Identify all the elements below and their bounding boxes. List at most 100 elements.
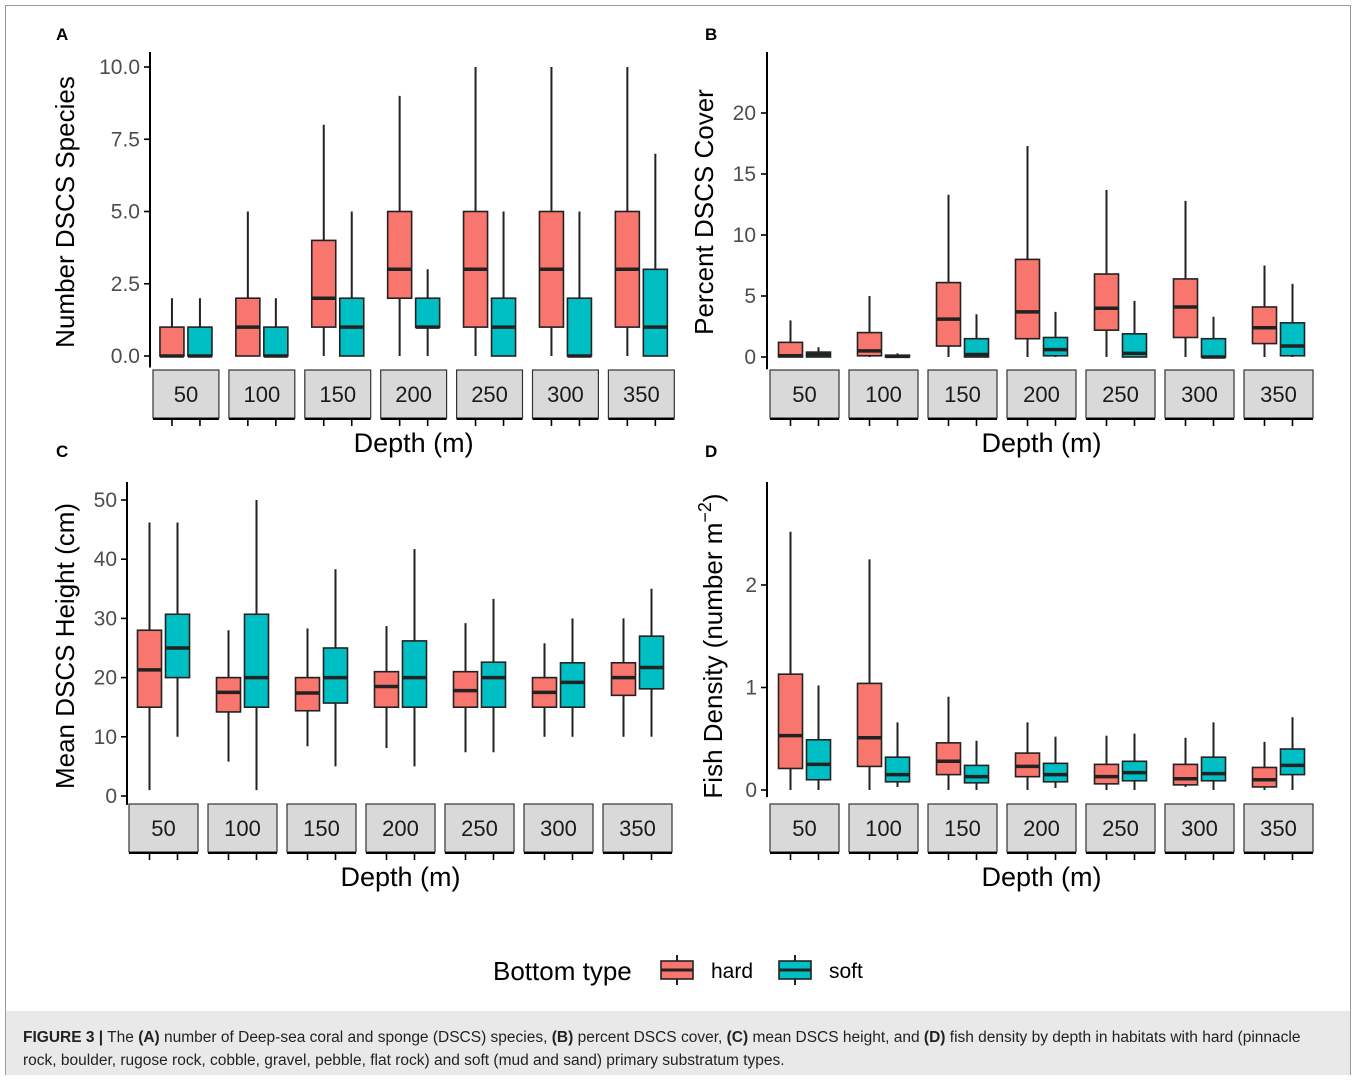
facet-strip-label: 200 — [1023, 382, 1060, 407]
x-axis-title: Depth (m) — [340, 862, 460, 892]
y-tick-label: 5 — [744, 285, 756, 308]
box-hard — [1093, 763, 1120, 785]
facet-strip — [1243, 803, 1314, 853]
facet-strip-label: 250 — [471, 382, 508, 407]
y-axis-title: Mean DSCS Height (cm) — [50, 503, 80, 789]
facet-strip-label: 350 — [619, 816, 656, 841]
facet-strip-label: 200 — [382, 816, 419, 841]
facet-strip-label: 250 — [1102, 382, 1139, 407]
box-soft — [1200, 337, 1227, 358]
box-hard — [1251, 766, 1278, 788]
y-tick-label: 2 — [745, 574, 757, 597]
facet-strip — [286, 803, 357, 853]
facet-strip — [1006, 369, 1077, 419]
panel-d: D 0 1 2 Fish Density (number m−2) 50 100 150 200… — [695, 442, 1314, 892]
facet-strip-label: 100 — [865, 382, 902, 407]
box-soft — [884, 756, 911, 783]
y-tick-label: 15 — [733, 163, 756, 186]
facet-strip-label: 50 — [792, 382, 816, 407]
legend-item-hard: hard — [711, 960, 753, 983]
y-tick-label: 1 — [745, 677, 757, 700]
y-tick-label: 0 — [744, 346, 756, 369]
facet-strip — [365, 803, 436, 853]
facet-strip-label: 150 — [303, 816, 340, 841]
y-tick-label: 0 — [105, 785, 117, 808]
y-axis-title: Fish Density (number m−2) — [695, 493, 728, 798]
legend-item-soft: soft — [829, 960, 863, 983]
facet-strip — [207, 803, 278, 853]
box-soft — [963, 764, 990, 784]
box-soft — [638, 635, 665, 690]
facet-strip — [152, 369, 220, 419]
box-soft — [263, 326, 289, 357]
facet-strip-label: 50 — [792, 816, 816, 841]
facet-strip — [1085, 803, 1156, 853]
facet-strip-label: 350 — [1260, 382, 1297, 407]
box-hard — [935, 742, 962, 776]
box-hard — [1172, 763, 1199, 786]
caption-text: The (A) number of Deep-sea coral and spo… — [23, 1029, 1300, 1069]
x-axis-title: Depth (m) — [354, 428, 474, 458]
figure-frame — [5, 5, 1351, 1075]
facet-strip-label: 250 — [1102, 816, 1139, 841]
y-tick-label: 20 — [733, 102, 756, 125]
box-soft — [1042, 336, 1069, 357]
box-soft — [243, 613, 270, 708]
facet-strip-label: 50 — [151, 816, 175, 841]
facet-strip — [228, 369, 296, 419]
facet-strip-label: 250 — [461, 816, 498, 841]
box-hard — [1251, 306, 1278, 345]
box-hard — [1014, 258, 1041, 340]
y-tick-label: 5.0 — [111, 201, 140, 224]
x-axis-title: Depth (m) — [981, 862, 1101, 892]
facet-strip — [128, 803, 199, 853]
caption-text-part: The — [103, 1029, 139, 1046]
box-hard — [856, 682, 883, 768]
box-soft — [322, 647, 349, 704]
facet-strip — [456, 369, 524, 419]
y-tick-label: 30 — [94, 607, 117, 630]
y-tick-label: 0.0 — [111, 345, 140, 368]
box-soft — [187, 326, 213, 357]
facet-strip-label: 300 — [1181, 816, 1218, 841]
facet-strip — [304, 369, 372, 419]
box-soft — [566, 297, 593, 357]
facet-strip-label: 50 — [174, 382, 198, 407]
box-soft — [963, 337, 990, 358]
caption-panel-ref: (B) — [551, 1029, 574, 1046]
box-hard — [935, 281, 962, 347]
box-soft — [164, 613, 191, 679]
panel-tag: A — [56, 25, 68, 44]
facet-strip — [607, 369, 675, 419]
x-axis-title: Depth (m) — [981, 428, 1101, 458]
facet-strip-label: 100 — [224, 816, 261, 841]
facet-strip — [927, 369, 998, 419]
y-tick-label: 10 — [733, 224, 756, 247]
panel-c: C 0 10 20 30 40 50 Mean DSCS Height (cm) 50 100 15… — [50, 442, 673, 892]
box-soft — [559, 661, 586, 708]
box-soft — [1279, 322, 1306, 357]
facet-strip-label: 100 — [865, 816, 902, 841]
facet-strip-label: 100 — [243, 382, 280, 407]
facet-strip-label: 350 — [1260, 816, 1297, 841]
facet-strip — [1006, 803, 1077, 853]
box-soft — [805, 738, 832, 781]
caption-panel-ref: (A) — [138, 1029, 160, 1046]
caption-text-part: fish density by depth in habitats with h… — [23, 1029, 1301, 1069]
box-soft — [1121, 333, 1148, 358]
panel-a: A 0.0 2.5 5.0 7.5 10.0 Number DSCS Species 50 10… — [50, 25, 675, 458]
facet-strip — [602, 803, 673, 853]
panel-tag: B — [705, 25, 717, 44]
box-hard — [777, 673, 804, 770]
panel-tag: C — [56, 442, 68, 461]
y-tick-label: 50 — [94, 489, 117, 512]
box-soft — [1042, 762, 1069, 783]
legend-title: Bottom type — [493, 956, 632, 986]
facet-strip-label: 150 — [319, 382, 356, 407]
box-hard — [386, 210, 413, 299]
y-tick-label: 7.5 — [111, 128, 140, 151]
y-tick-label: 10 — [94, 726, 117, 749]
facet-strip — [848, 803, 919, 853]
facet-strip — [380, 369, 448, 419]
y-tick-label: 20 — [94, 667, 117, 690]
